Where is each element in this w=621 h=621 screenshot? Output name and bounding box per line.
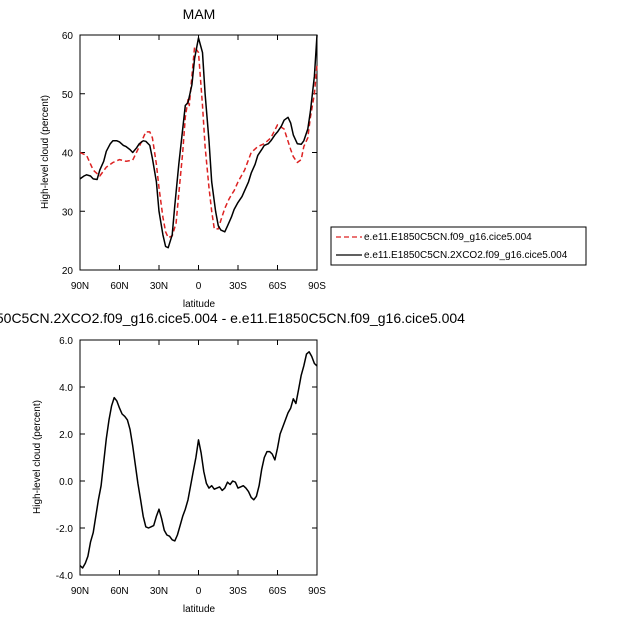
legend-label-series-1: e.e11.E1850C5CN.f09_g16.cice5.004: [364, 232, 532, 243]
bottom-y-tick-label: 2.0: [59, 430, 73, 441]
bottom-y-tick-label: -4.0: [56, 571, 74, 582]
top-series-line-1: [79, 46, 318, 239]
top-y-ticks: 20 30 40 50 60: [62, 31, 317, 277]
top-y-tick-label: 40: [62, 149, 74, 160]
bottom-y-axis-label: High-level cloud (percent): [32, 400, 43, 514]
bottom-y-ticks: -4.0 -2.0 0.0 2.0 4.0 6.0: [56, 336, 317, 582]
top-y-tick-label: 60: [62, 31, 74, 42]
bottom-x-tick-label: 30S: [229, 586, 247, 597]
bottom-y-tick-label: 6.0: [59, 336, 73, 347]
top-x-ticks: 90N 60N 30N 0 30S 60S 90S: [71, 35, 326, 292]
legend-box: [330, 226, 587, 266]
bottom-y-tick-label: 0.0: [59, 477, 73, 488]
top-x-tick-label: 30N: [150, 281, 168, 292]
bottom-series-lines: [79, 351, 318, 569]
bottom-x-ticks: 90N 60N 30N 0 30S 60S 90S: [71, 340, 326, 597]
bottom-y-tick-label: -2.0: [56, 524, 74, 535]
legend: e.e11.E1850C5CN.f09_g16.cice5.004 e.e11.…: [330, 226, 587, 266]
top-y-tick-label: 30: [62, 207, 74, 218]
top-x-tick-label: 90N: [71, 281, 89, 292]
bottom-x-axis-label: latitude: [183, 604, 216, 615]
bottom-x-tick-label: 90N: [71, 586, 89, 597]
top-series-line-2: [79, 34, 318, 249]
top-y-axis-label: High-level cloud (percent): [40, 95, 51, 209]
bottom-x-tick-label: 90S: [308, 586, 326, 597]
bottom-chart-title: e.e11.E1850C5CN.2XCO2.f09_g16.cice5.004 …: [0, 310, 465, 326]
top-x-tick-label: 60S: [269, 281, 287, 292]
bottom-series-line-1: [79, 351, 318, 569]
top-y-tick-label: 50: [62, 90, 74, 101]
top-x-axis-label: latitude: [183, 299, 216, 310]
bottom-x-tick-label: 60N: [110, 586, 128, 597]
top-x-tick-label: 0: [196, 281, 202, 292]
top-series-lines: [79, 34, 318, 249]
legend-label-series-2: e.e11.E1850C5CN.2XCO2.f09_g16.cice5.004: [364, 250, 568, 261]
top-y-tick-label: 20: [62, 266, 74, 277]
top-x-tick-label: 90S: [308, 281, 326, 292]
top-plot-frame: [79, 34, 318, 271]
top-x-tick-label: 30S: [229, 281, 247, 292]
top-x-tick-label: 60N: [110, 281, 128, 292]
bottom-plot-frame: [79, 339, 318, 576]
bottom-x-tick-label: 60S: [269, 586, 287, 597]
bottom-y-tick-label: 4.0: [59, 383, 73, 394]
top-panel: MAM 90N 60N 30N 0 30S 60S 90S 20 30 40 50 60 latit…: [40, 6, 326, 310]
bottom-x-tick-label: 30N: [150, 586, 168, 597]
top-chart-title: MAM: [183, 6, 216, 22]
bottom-panel: e.e11.E1850C5CN.2XCO2.f09_g16.cice5.004 …: [0, 310, 465, 615]
bottom-x-tick-label: 0: [196, 586, 202, 597]
